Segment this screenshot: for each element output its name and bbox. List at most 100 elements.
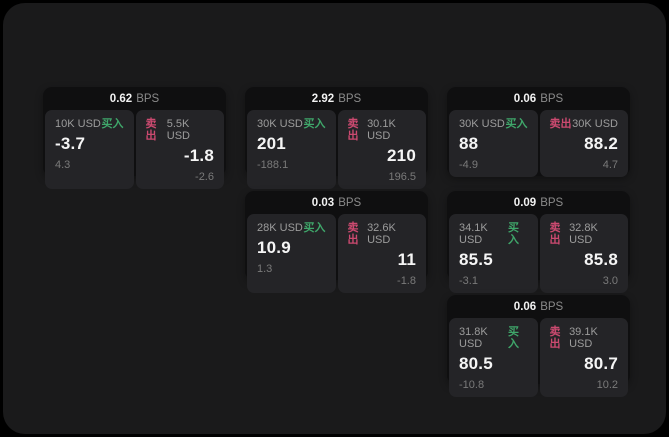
sell-amount: 32.6K USD — [367, 222, 396, 246]
quote-card: 0.06 BPS 31.8K USD 买入 80.5 -10.8 卖出 39.1… — [447, 295, 630, 397]
sell-sub-value: 10.2 — [596, 379, 618, 391]
sell-panel[interactable]: 卖出 5.5K USD -1.8 -2.6 — [135, 110, 224, 189]
bps-unit-label: BPS — [540, 197, 564, 209]
sell-price: 80.7 — [584, 354, 618, 373]
app-frame: 0.62 BPS 10K USD 买入 -3.7 4.3 卖出 5.5K USD… — [3, 3, 666, 434]
buy-price: 80.5 — [459, 354, 493, 373]
buy-side-label: 买入 — [507, 222, 519, 246]
buy-amount: 28K USD — [257, 222, 303, 234]
sell-amount: 30.1K USD — [367, 118, 396, 142]
card-body: 34.1K USD 买入 85.5 -3.1 卖出 32.8K USD 85.8… — [449, 214, 628, 293]
bps-value: 0.09 — [513, 197, 537, 209]
sell-sub-value: -1.8 — [397, 275, 416, 287]
sell-amount: 5.5K USD — [166, 118, 190, 142]
sell-top-row: 卖出 30K USD — [550, 118, 619, 130]
quote-cards-grid: 0.62 BPS 10K USD 买入 -3.7 4.3 卖出 5.5K USD… — [43, 87, 630, 397]
buy-top-row: 10K USD 买入 — [55, 118, 124, 130]
card-body: 30K USD 买入 201 -188.1 卖出 30.1K USD 210 1… — [247, 110, 426, 189]
buy-price: 10.9 — [257, 238, 291, 257]
sell-price: 88.2 — [584, 134, 618, 153]
buy-top-row: 28K USD 买入 — [257, 222, 326, 234]
bps-value: 0.06 — [513, 301, 537, 313]
buy-panel[interactable]: 10K USD 买入 -3.7 4.3 — [45, 110, 134, 189]
bps-value: 0.62 — [109, 93, 133, 105]
sell-top-row: 卖出 39.1K USD — [550, 326, 619, 350]
bps-unit-label: BPS — [540, 301, 564, 313]
sell-amount: 32.8K USD — [569, 222, 598, 246]
buy-panel[interactable]: 31.8K USD 买入 80.5 -10.8 — [449, 318, 538, 397]
buy-panel[interactable]: 30K USD 买入 88 -4.9 — [449, 110, 538, 177]
sell-panel[interactable]: 卖出 32.6K USD 11 -1.8 — [337, 214, 426, 293]
buy-sub-value: -10.8 — [459, 379, 485, 391]
buy-price: 88 — [459, 134, 479, 153]
card-body: 10K USD 买入 -3.7 4.3 卖出 5.5K USD -1.8 -2.… — [45, 110, 224, 189]
buy-panel[interactable]: 34.1K USD 买入 85.5 -3.1 — [449, 214, 538, 293]
sell-side-label: 卖出 — [145, 118, 157, 142]
card-header: 0.62 BPS — [45, 89, 224, 109]
sell-side-label: 卖出 — [347, 222, 359, 246]
sell-top-row: 卖出 5.5K USD — [146, 118, 215, 142]
sell-panel[interactable]: 卖出 30K USD 88.2 4.7 — [539, 110, 628, 177]
buy-sub-value: -4.9 — [459, 159, 478, 171]
sell-sub-value: 196.5 — [388, 171, 416, 183]
sell-panel[interactable]: 卖出 30.1K USD 210 196.5 — [337, 110, 426, 189]
buy-price: 85.5 — [459, 250, 493, 269]
buy-side-label: 买入 — [505, 118, 528, 130]
buy-side-label: 买入 — [507, 326, 519, 350]
buy-top-row: 31.8K USD 买入 — [459, 326, 528, 350]
sell-sub-value: 3.0 — [602, 275, 618, 287]
buy-amount: 34.1K USD — [459, 222, 488, 246]
buy-price: 201 — [257, 134, 286, 153]
card-body: 28K USD 买入 10.9 1.3 卖出 32.6K USD 11 -1.8 — [247, 214, 426, 293]
buy-amount: 31.8K USD — [459, 326, 488, 350]
sell-price: 85.8 — [584, 250, 618, 269]
buy-amount: 10K USD — [55, 118, 101, 130]
sell-price: -1.8 — [183, 146, 214, 165]
quote-card: 0.62 BPS 10K USD 买入 -3.7 4.3 卖出 5.5K USD… — [43, 87, 226, 189]
sell-price: 11 — [397, 250, 416, 269]
bps-unit-label: BPS — [338, 197, 362, 209]
sell-panel[interactable]: 卖出 39.1K USD 80.7 10.2 — [539, 318, 628, 397]
sell-top-row: 卖出 32.8K USD — [550, 222, 619, 246]
quote-card: 0.06 BPS 30K USD 买入 88 -4.9 卖出 30K USD 8… — [447, 87, 630, 177]
quote-card: 0.09 BPS 34.1K USD 买入 85.5 -3.1 卖出 32.8K… — [447, 191, 630, 293]
sell-side-label: 卖出 — [549, 222, 561, 246]
bps-value: 0.03 — [311, 197, 335, 209]
sell-panel[interactable]: 卖出 32.8K USD 85.8 3.0 — [539, 214, 628, 293]
card-body: 31.8K USD 买入 80.5 -10.8 卖出 39.1K USD 80.… — [449, 318, 628, 397]
card-header: 0.03 BPS — [247, 193, 426, 213]
buy-panel[interactable]: 30K USD 买入 201 -188.1 — [247, 110, 336, 189]
sell-side-label: 卖出 — [549, 326, 561, 350]
buy-amount: 30K USD — [459, 118, 505, 130]
bps-unit-label: BPS — [338, 93, 362, 105]
sell-side-label: 卖出 — [549, 118, 572, 130]
card-header: 2.92 BPS — [247, 89, 426, 109]
buy-panel[interactable]: 28K USD 买入 10.9 1.3 — [247, 214, 336, 293]
quote-card: 0.03 BPS 28K USD 买入 10.9 1.3 卖出 32.6K US… — [245, 191, 428, 293]
bps-unit-label: BPS — [540, 93, 564, 105]
buy-amount: 30K USD — [257, 118, 303, 130]
buy-sub-value: 4.3 — [55, 159, 71, 171]
buy-top-row: 34.1K USD 买入 — [459, 222, 528, 246]
sell-side-label: 卖出 — [347, 118, 359, 142]
card-header: 0.09 BPS — [449, 193, 628, 213]
quote-card: 2.92 BPS 30K USD 买入 201 -188.1 卖出 30.1K … — [245, 87, 428, 189]
sell-sub-value: -2.6 — [195, 171, 214, 183]
buy-sub-value: 1.3 — [257, 263, 273, 275]
buy-sub-value: -188.1 — [257, 159, 289, 171]
buy-side-label: 买入 — [303, 118, 326, 130]
bps-unit-label: BPS — [136, 93, 160, 105]
bps-value: 2.92 — [311, 93, 335, 105]
card-header: 0.06 BPS — [449, 297, 628, 317]
sell-top-row: 卖出 30.1K USD — [348, 118, 417, 142]
buy-price: -3.7 — [55, 134, 86, 153]
buy-sub-value: -3.1 — [459, 275, 478, 287]
buy-side-label: 买入 — [101, 118, 124, 130]
bps-value: 0.06 — [513, 93, 537, 105]
sell-amount: 39.1K USD — [569, 326, 598, 350]
buy-top-row: 30K USD 买入 — [257, 118, 326, 130]
card-header: 0.06 BPS — [449, 89, 628, 109]
buy-side-label: 买入 — [303, 222, 326, 234]
buy-top-row: 30K USD 买入 — [459, 118, 528, 130]
sell-top-row: 卖出 32.6K USD — [348, 222, 417, 246]
